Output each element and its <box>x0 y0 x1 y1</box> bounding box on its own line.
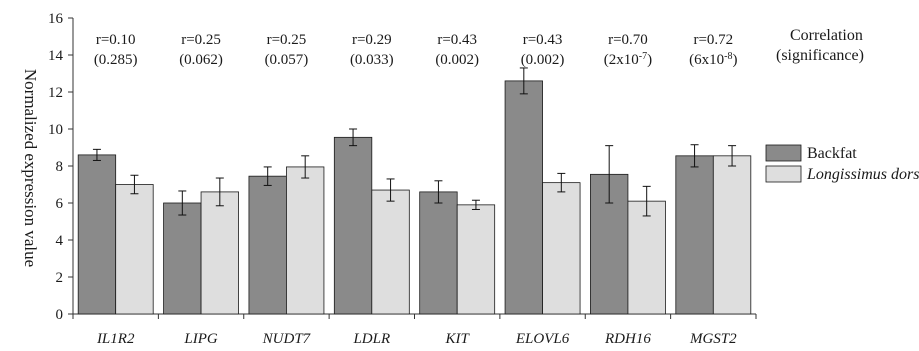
correlation-significance: (6x10-8) <box>689 51 737 69</box>
category-label: IL1R2 <box>96 331 135 347</box>
category-label: RDH16 <box>604 331 651 347</box>
bar-longissimus-ldlr <box>371 189 410 315</box>
bar-backfat-elovl6 <box>504 80 543 315</box>
category-label: ELOVL6 <box>515 331 570 347</box>
correlation-significance: (0.285) <box>94 52 138 68</box>
bar-longissimus-il1r2 <box>115 184 154 315</box>
legend-label: Longissimus dorsi <box>806 166 919 183</box>
bar-longissimus-nudt7 <box>286 166 325 315</box>
y-tick-label: 0 <box>56 307 64 323</box>
y-axis-label: Normalized expression value <box>21 69 40 267</box>
correlation-r: r=0.29 <box>352 32 392 48</box>
bar-backfat-nudt7 <box>248 175 287 315</box>
bar-backfat-il1r2 <box>77 154 117 315</box>
bar-backfat-ldlr <box>333 136 373 315</box>
bar-longissimus-kit <box>456 204 496 315</box>
y-tick-label: 2 <box>56 270 64 286</box>
legend-header-line1: Correlation <box>790 27 863 44</box>
bar-longissimus-lipg <box>200 191 239 315</box>
correlation-r: r=0.25 <box>267 32 307 48</box>
error-bars <box>92 67 737 217</box>
y-tick-label: 4 <box>56 233 64 249</box>
correlation-r: r=0.43 <box>523 32 563 48</box>
category-label: MGST2 <box>689 331 737 347</box>
correlation-significance: (0.057) <box>265 52 309 68</box>
y-tick-label: 12 <box>48 85 63 101</box>
correlation-r: r=0.43 <box>437 32 477 48</box>
y-tick-label: 16 <box>48 11 64 27</box>
legend-swatch <box>765 165 802 183</box>
y-tick-label: 14 <box>48 48 64 64</box>
bars <box>77 80 752 315</box>
category-label: LDLR <box>352 331 390 347</box>
bar-backfat-lipg <box>163 202 202 315</box>
correlation-r: r=0.10 <box>96 32 136 48</box>
category-label: NUDT7 <box>262 331 312 347</box>
bar-backfat-kit <box>419 191 458 315</box>
y-ticks: 0 2 4 6 8 10 12 14 16 <box>48 11 757 323</box>
correlation-significance: (0.002) <box>435 52 479 68</box>
correlation-annotations: r=0.10 (0.285) r=0.25 (0.062) r=0.25 (0.057) r… <box>94 32 738 68</box>
legend: Correlation (significance) Backfat Longis… <box>765 27 919 183</box>
correlation-r: r=0.25 <box>181 32 221 48</box>
category-label: KIT <box>445 331 471 347</box>
legend-label: Backfat <box>807 145 857 162</box>
correlation-significance: (0.033) <box>350 52 394 68</box>
category-labels: IL1R2 LIPG NUDT7 LDLR KIT ELOVL6 RDH16 MGST2 <box>96 331 737 347</box>
y-tick-label: 8 <box>56 159 64 175</box>
bar-longissimus-elovl6 <box>542 182 581 315</box>
legend-header-line2: (significance) <box>776 47 864 64</box>
correlation-significance: (0.062) <box>179 52 223 68</box>
category-label: LIPG <box>183 331 218 347</box>
correlation-significance: (0.002) <box>521 52 565 68</box>
legend-swatch <box>765 144 802 162</box>
correlation-r: r=0.70 <box>608 32 648 48</box>
correlation-significance: (2x10-7) <box>604 51 652 69</box>
correlation-r: r=0.72 <box>693 32 733 48</box>
y-tick-label: 6 <box>56 196 64 212</box>
bar-longissimus-rdh16 <box>627 200 666 315</box>
y-tick-label: 10 <box>48 122 63 138</box>
bar-longissimus-mgst2 <box>712 155 752 315</box>
bar-backfat-mgst2 <box>675 155 714 315</box>
